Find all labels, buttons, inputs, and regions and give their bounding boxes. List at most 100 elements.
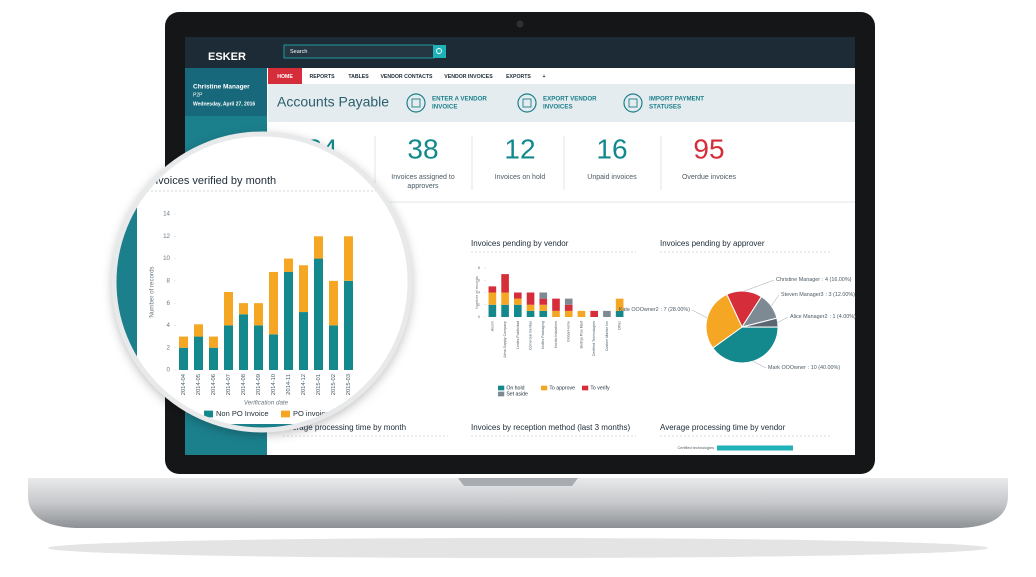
bar-segment [254,325,263,370]
action-label[interactable]: EXPORT VENDOR [543,96,597,103]
x-tick-label: Custom Marble Inc [605,321,609,351]
x-tick-label: Comercial Gerdau [528,321,532,350]
chart-title: Average processing time by vendor [660,423,786,432]
action-icon[interactable] [406,93,426,113]
nav-tab[interactable]: EXPORTS [506,74,531,80]
y-tick-label: 4 [478,290,481,295]
bar-segment [526,292,535,305]
bar-segment [488,292,497,305]
base-notch [458,478,578,486]
legend-label: On hold [506,385,524,391]
bar-segment [329,280,338,326]
bar-segment [344,280,353,370]
kpi-label: Unpaid invoices [587,174,637,181]
action-label[interactable]: STATUSES [649,104,681,111]
legend-swatch [541,385,548,391]
kpi-label: approvers [407,183,439,190]
x-tick-label: Alcorn [490,321,494,331]
pie-label: Alice Manager2: 1 (4.00%) [790,314,856,320]
pie-label: Mark OOOwner: 10 (40.00%) [768,365,840,371]
nav-tab[interactable]: VENDOR CONTACTS [380,74,433,80]
pie-slice [712,326,779,364]
y-axis-label: Number of records [474,276,479,309]
pie-label-name: Kate OOOwner2 [619,307,659,313]
action-label[interactable]: INVOICES [543,104,573,111]
action-icon[interactable] [623,93,643,113]
laptop-base [28,478,1008,528]
legend-swatch [204,410,213,418]
x-tick-label: Other [618,320,622,330]
pie-label: Kate OOOwner2: 7 (28.00%) [619,307,690,313]
bar-segment [239,314,248,370]
action-label[interactable]: IMPORT PAYMENT [649,96,704,103]
charts: Invoices pending by vendor 0 2 4 6 8 Number of… [471,239,856,451]
nav-tab[interactable]: REPORTS [309,74,335,80]
action-label[interactable]: ENTER A VENDOR [432,96,487,103]
bar-segment [299,312,308,370]
chart-title: Invoices pending by vendor [471,239,569,248]
bar-segment [514,304,522,317]
bar-segment [501,274,509,293]
bar-segment [254,303,263,326]
y-tick-label: Certified technologies [677,446,714,450]
pie-leader [752,361,767,369]
x-tick-label: Global Home [567,321,571,342]
pie-label-name: Christine Manager [776,277,820,283]
user-name: Christine Manager [193,84,250,91]
action-icon[interactable] [517,93,537,113]
y-tick-label: 8 [167,277,171,284]
bar-segment [615,310,624,317]
bar-segment [514,298,522,305]
chart-title: Invoices pending by approver [660,239,765,248]
y-tick-label: 2 [167,344,171,351]
bar-segment [194,324,203,337]
nav-tab[interactable]: HOME [277,74,293,80]
pie-label-value: : 10 (40.00%) [808,365,841,371]
search-button[interactable] [433,45,446,58]
kpi-value: 12 [504,133,535,164]
bar-segment [615,298,624,311]
current-date: Wednesday, April 27, 2016 [193,101,255,107]
nav-tab[interactable]: VENDOR INVOICES [444,74,493,80]
bar-segment [284,271,293,370]
x-axis-label: Verification date [244,400,289,407]
pie-leader [691,309,708,319]
bar-segment [209,336,218,348]
kpi-value: 95 [693,133,724,164]
pie-label-name: Mark OOOwner [768,365,806,371]
bar-segment [344,236,353,281]
action-icon-glyph [522,98,532,108]
bar-segment [564,298,573,305]
x-tick-label: Bedrija Plus Mart [579,321,583,348]
y-tick-label: 2 [478,302,481,307]
bar-segment [577,310,586,317]
kpi-value: 16 [596,133,627,164]
action-label[interactable]: INVOICE [432,104,457,111]
x-tick-label: 2014-09 [256,374,262,395]
pie-leader [777,316,789,323]
x-tick-label: Lindex Publicidad [516,321,520,349]
lens-ring [111,131,413,433]
kpi-label: Invoices on hold [495,174,546,181]
section-title: Invoices by reception method (last 3 mon… [471,423,631,432]
nav-tabs: HOME REPORTS TABLES VENDOR CONTACTS VENDOR I… [268,68,546,84]
bar-segment [514,292,522,299]
nav-bar [268,68,855,84]
bar-segment [539,304,548,311]
y-axis-label: Number of records [149,266,156,317]
legend-swatch [498,391,505,397]
x-tick-label: 2014-05 [196,374,202,395]
x-tick-label: 2014-04 [181,373,187,395]
floor-shadow [48,538,988,558]
pie-slice [705,293,743,349]
x-tick-label: Nuflex Packaging [541,321,545,349]
nav-tab[interactable]: TABLES [348,74,369,80]
kpi-label: Overdue invoices [682,174,737,181]
bar-segment [269,334,278,370]
section-headings: Average processing time by month Invoices… [283,423,636,437]
bar-segment [564,304,573,311]
nav-tab[interactable]: + [542,74,545,80]
